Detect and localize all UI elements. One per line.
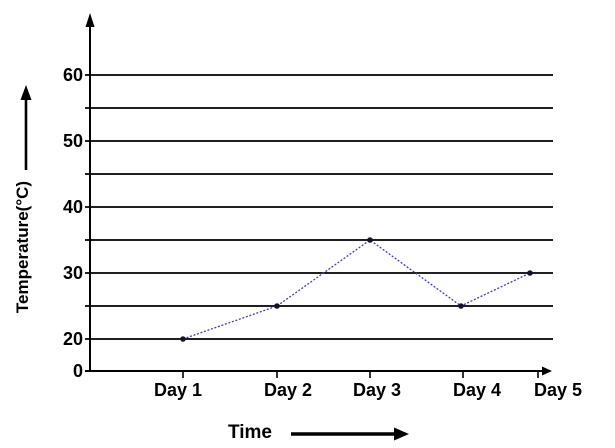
x-axis-title-arrowhead-icon — [394, 427, 409, 441]
x-tick-label-day-2: Day 2 — [264, 380, 312, 400]
x-axis-title: Time — [227, 422, 273, 443]
y-tick-label-0: 0 — [73, 361, 83, 381]
data-point-day-5 — [527, 270, 533, 276]
data-point-day-1 — [180, 336, 186, 342]
y-tick-label-30: 30 — [63, 263, 83, 283]
x-tick-label-day-4: Day 4 — [453, 380, 501, 400]
y-axis-title-arrowhead-icon — [20, 85, 32, 100]
x-tick-label-day-5: Day 5 — [534, 380, 582, 400]
y-tick-label-20: 20 — [63, 329, 83, 349]
x-axis-arrowhead-icon — [542, 366, 552, 376]
y-axis-title: Temperature(°C) — [13, 180, 32, 314]
y-tick-label-40: 40 — [63, 197, 83, 217]
data-point-day-3 — [367, 237, 373, 243]
x-tick-label-day-1: Day 1 — [154, 380, 202, 400]
y-tick-label-50: 50 — [63, 131, 83, 151]
y-axis-arrowhead-icon — [85, 13, 95, 27]
temperature-series-line — [182, 239, 531, 340]
y-tick-label-60: 60 — [63, 65, 83, 85]
data-point-day-2 — [274, 303, 280, 309]
x-tick-label-day-3: Day 3 — [353, 380, 401, 400]
data-point-day-4 — [458, 303, 464, 309]
